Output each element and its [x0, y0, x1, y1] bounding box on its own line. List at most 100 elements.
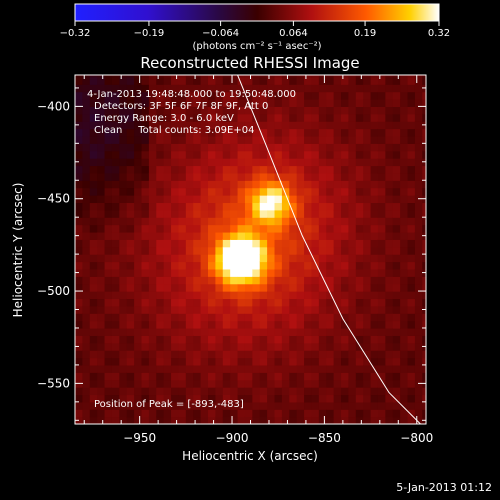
- heatmap-cell: [82, 76, 91, 85]
- heatmap-cell: [274, 91, 283, 100]
- heatmap-cell: [148, 158, 157, 167]
- heatmap-cell: [304, 99, 313, 107]
- heatmap-cell: [274, 84, 283, 93]
- heatmap-cell: [348, 327, 357, 336]
- heatmap-cell: [407, 409, 416, 418]
- heatmap-cell: [333, 364, 342, 373]
- heatmap-cell: [237, 239, 246, 248]
- heatmap-cell: [414, 172, 423, 181]
- heatmap-cell: [281, 143, 290, 152]
- heatmap-cell: [304, 158, 313, 167]
- heatmap-cell: [111, 158, 120, 167]
- heatmap-cell: [385, 320, 394, 329]
- heatmap-cell: [407, 165, 416, 174]
- heatmap-cell: [318, 135, 327, 144]
- heatmap-cell: [185, 121, 194, 130]
- heatmap-cell: [296, 379, 305, 388]
- heatmap-cell: [222, 99, 231, 107]
- heatmap-cell: [363, 150, 372, 159]
- heatmap-cell: [392, 298, 401, 307]
- heatmap-cell: [318, 165, 327, 174]
- heatmap-cell: [363, 187, 372, 196]
- heatmap-cell: [341, 246, 350, 255]
- heatmap-cell: [414, 202, 423, 211]
- heatmap-cell: [178, 99, 187, 107]
- heatmap-cell: [252, 209, 261, 218]
- heatmap-cell: [348, 320, 357, 329]
- heatmap-cell: [208, 172, 216, 181]
- heatmap-cell: [75, 99, 83, 107]
- heatmap-cell: [304, 305, 313, 314]
- heatmap-cell: [104, 76, 113, 85]
- heatmap-cell: [355, 283, 364, 292]
- annotation-energy-range: Energy Range: 3.0 - 6.0 keV: [94, 113, 234, 124]
- heatmap-cell: [141, 261, 150, 270]
- heatmap-cell: [134, 320, 143, 329]
- heatmap-cell: [97, 379, 106, 388]
- heatmap-cell: [171, 172, 180, 181]
- heatmap-cell: [141, 113, 150, 122]
- heatmap-cell: [400, 379, 409, 388]
- heatmap-cell: [163, 121, 172, 130]
- heatmap-cell: [400, 158, 409, 167]
- heatmap-cell: [333, 113, 342, 122]
- heatmap-cell: [171, 195, 180, 204]
- heatmap-cell: [171, 99, 180, 107]
- heatmap-cell: [414, 91, 423, 100]
- heatmap-cell: [89, 165, 98, 174]
- heatmap-cell: [318, 305, 327, 314]
- heatmap-cell: [215, 165, 224, 174]
- heatmap-cell: [274, 165, 283, 174]
- heatmap-cell: [355, 246, 364, 255]
- heatmap-cell: [148, 239, 157, 248]
- heatmap-cell: [156, 231, 165, 240]
- heatmap-cell: [341, 180, 350, 189]
- heatmap-cell: [341, 158, 350, 167]
- heatmap-cell: [274, 202, 283, 211]
- heatmap-cell: [341, 231, 350, 240]
- heatmap-cell: [119, 261, 128, 270]
- heatmap-cell: [281, 209, 290, 218]
- heatmap-cell: [97, 99, 106, 107]
- heatmap-cell: [208, 327, 216, 336]
- heatmap-cell: [363, 401, 372, 410]
- heatmap-cell: [422, 180, 426, 189]
- heatmap-cell: [75, 91, 83, 100]
- heatmap-cell: [185, 254, 194, 263]
- heatmap-cell: [82, 387, 91, 396]
- heatmap-cell: [318, 261, 327, 270]
- heatmap-cell: [407, 135, 416, 144]
- heatmap-cell: [237, 320, 246, 329]
- heatmap-cell: [75, 209, 83, 218]
- heatmap-cell: [252, 143, 261, 152]
- heatmap-cell: [259, 246, 268, 255]
- heatmap-cell: [237, 158, 246, 167]
- heatmap-cell: [230, 180, 239, 189]
- x-tick-label: −900: [216, 431, 249, 445]
- heatmap-cell: [252, 106, 261, 115]
- heatmap-cell: [252, 187, 261, 196]
- heatmap-cell: [97, 143, 106, 152]
- heatmap-cell: [82, 106, 91, 115]
- heatmap-cell: [267, 187, 276, 196]
- heatmap-cell: [104, 246, 113, 255]
- heatmap-cell: [414, 291, 423, 300]
- heatmap-cell: [392, 335, 401, 344]
- heatmap-cell: [89, 143, 98, 152]
- heatmap-cell: [289, 84, 298, 93]
- heatmap-cell: [193, 224, 202, 233]
- heatmap-cell: [244, 409, 253, 418]
- heatmap-cell: [156, 209, 165, 218]
- heatmap-cell: [141, 91, 150, 100]
- heatmap-cell: [355, 305, 364, 314]
- heatmap-cell: [119, 254, 128, 263]
- heatmap-cell: [392, 202, 401, 211]
- heatmap-cell: [355, 379, 364, 388]
- heatmap-cell: [363, 379, 372, 388]
- heatmap-cell: [377, 224, 386, 233]
- heatmap-cell: [178, 387, 187, 396]
- heatmap-cell: [348, 75, 357, 78]
- heatmap-cell: [333, 99, 342, 107]
- heatmap-cell: [230, 416, 239, 424]
- heatmap-cell: [311, 379, 320, 388]
